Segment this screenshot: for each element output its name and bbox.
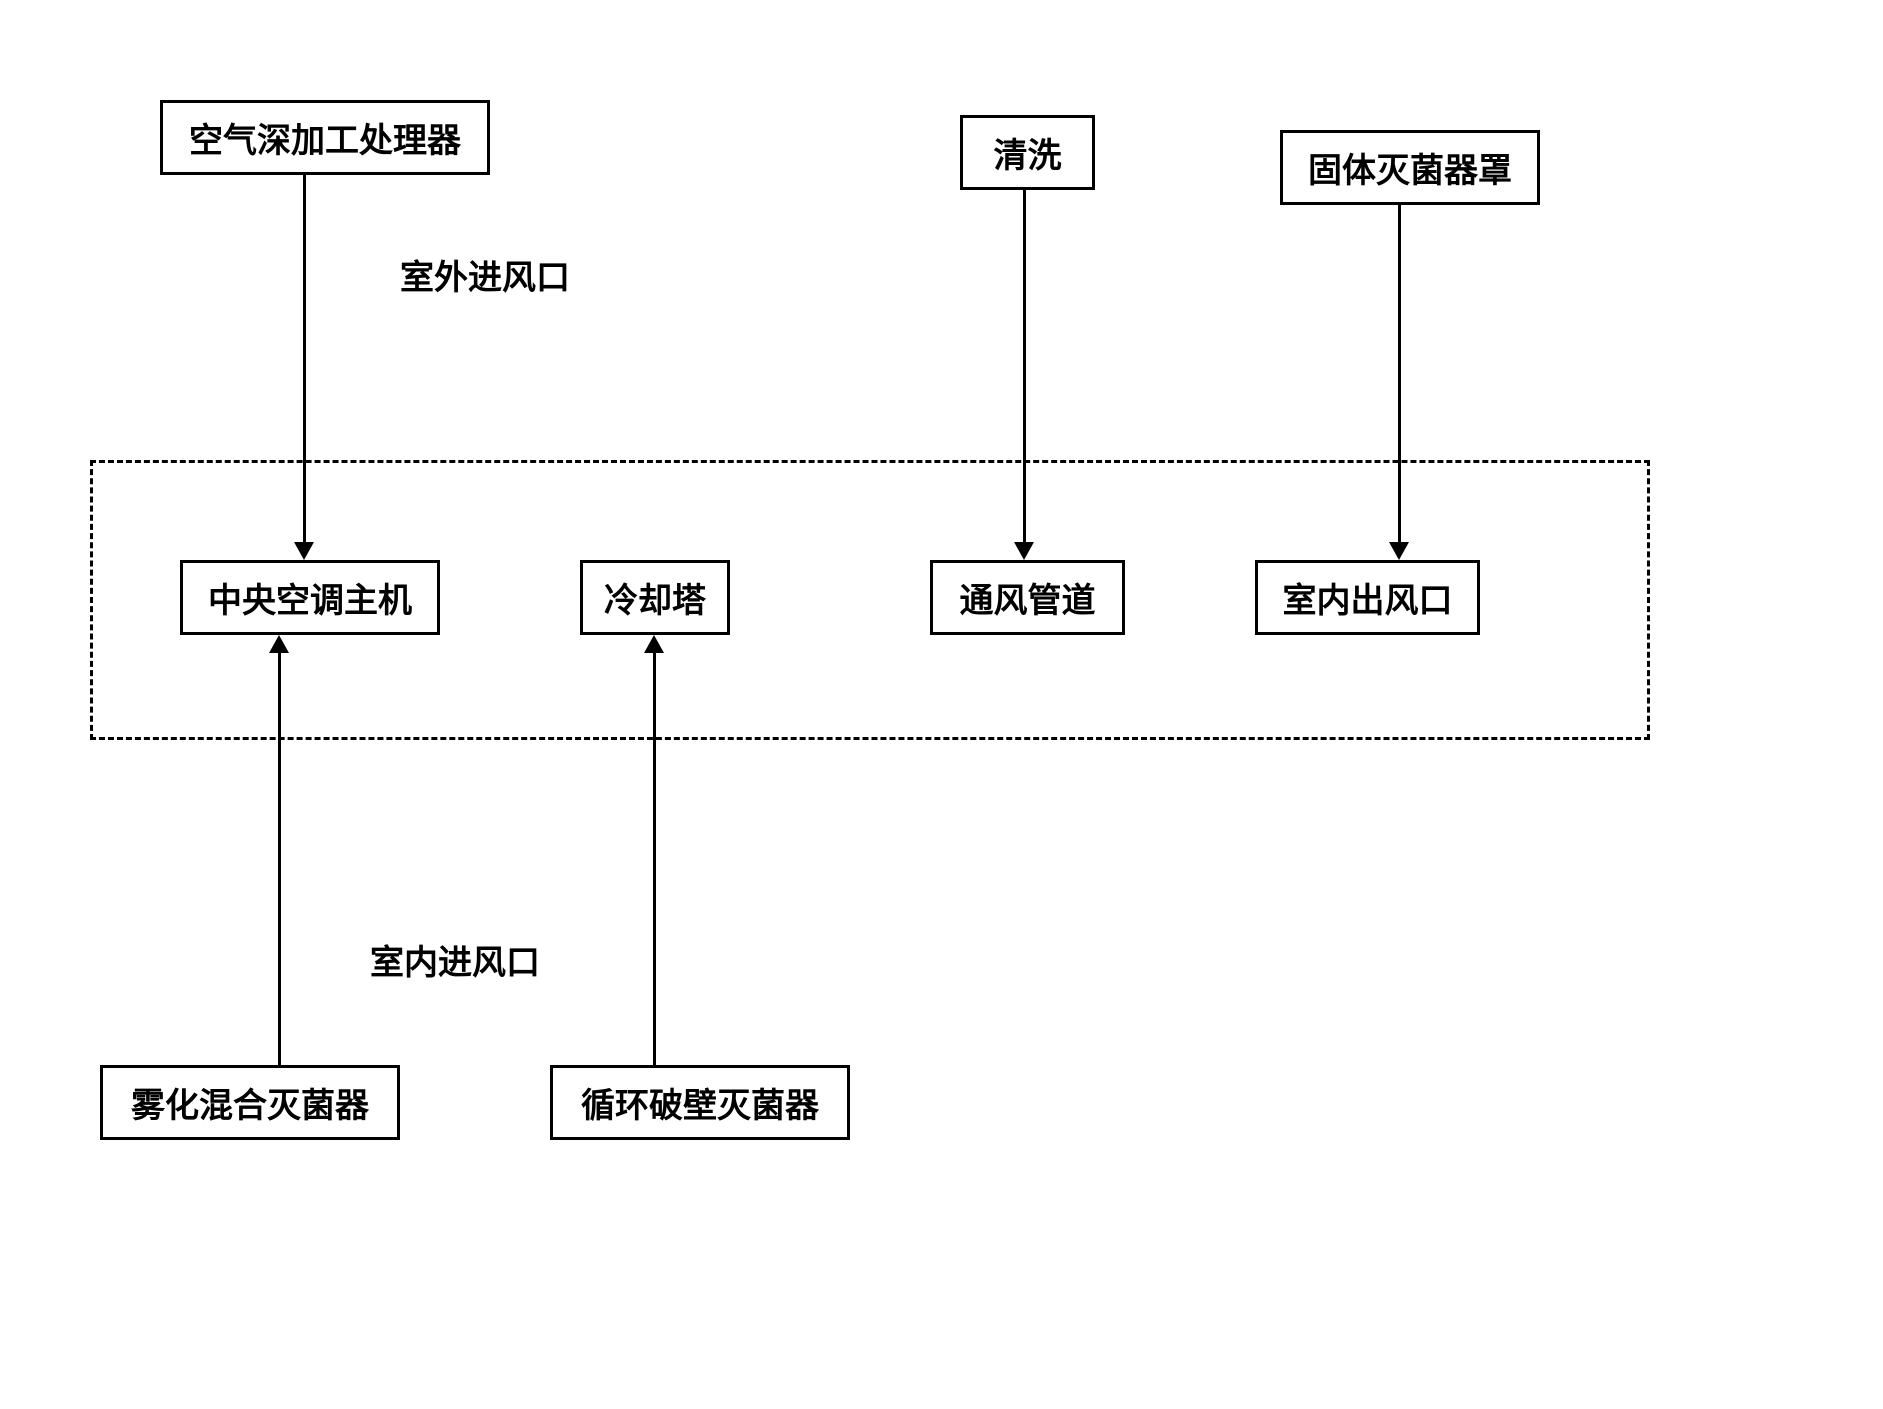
arrowhead-icon (1389, 542, 1409, 560)
label-outdoor-inlet: 室外进风口 (400, 250, 570, 299)
arrow-line (278, 653, 281, 1065)
node-solid-sterilizer-cover: 固体灭菌器罩 (1280, 130, 1540, 205)
node-indoor-outlet: 室内出风口 (1255, 560, 1480, 635)
arrow-line (1398, 205, 1401, 542)
arrowhead-icon (1014, 542, 1034, 560)
arrowhead-icon (644, 635, 664, 653)
node-label: 循环破壁灭菌器 (581, 1078, 819, 1127)
label-indoor-inlet: 室内进风口 (370, 935, 540, 984)
arrow-line (653, 653, 656, 1065)
node-central-ac: 中央空调主机 (180, 560, 440, 635)
node-label: 冷却塔 (604, 573, 706, 622)
node-cooling-tower: 冷却塔 (580, 560, 730, 635)
arrow-line (1023, 190, 1026, 542)
node-label: 清洗 (994, 128, 1062, 177)
node-vent-duct: 通风管道 (930, 560, 1125, 635)
node-cleaning: 清洗 (960, 115, 1095, 190)
node-label: 雾化混合灭菌器 (131, 1078, 369, 1127)
node-atomizing-sterilizer: 雾化混合灭菌器 (100, 1065, 400, 1140)
node-label: 中央空调主机 (208, 573, 412, 622)
node-label: 空气深加工处理器 (189, 113, 461, 162)
node-label: 室内出风口 (1283, 573, 1453, 622)
node-label: 通风管道 (960, 573, 1096, 622)
node-circulation-sterilizer: 循环破壁灭菌器 (550, 1065, 850, 1140)
arrow-line (303, 175, 306, 542)
arrowhead-icon (294, 542, 314, 560)
node-air-processor: 空气深加工处理器 (160, 100, 490, 175)
node-label: 固体灭菌器罩 (1308, 143, 1512, 192)
arrowhead-icon (269, 635, 289, 653)
